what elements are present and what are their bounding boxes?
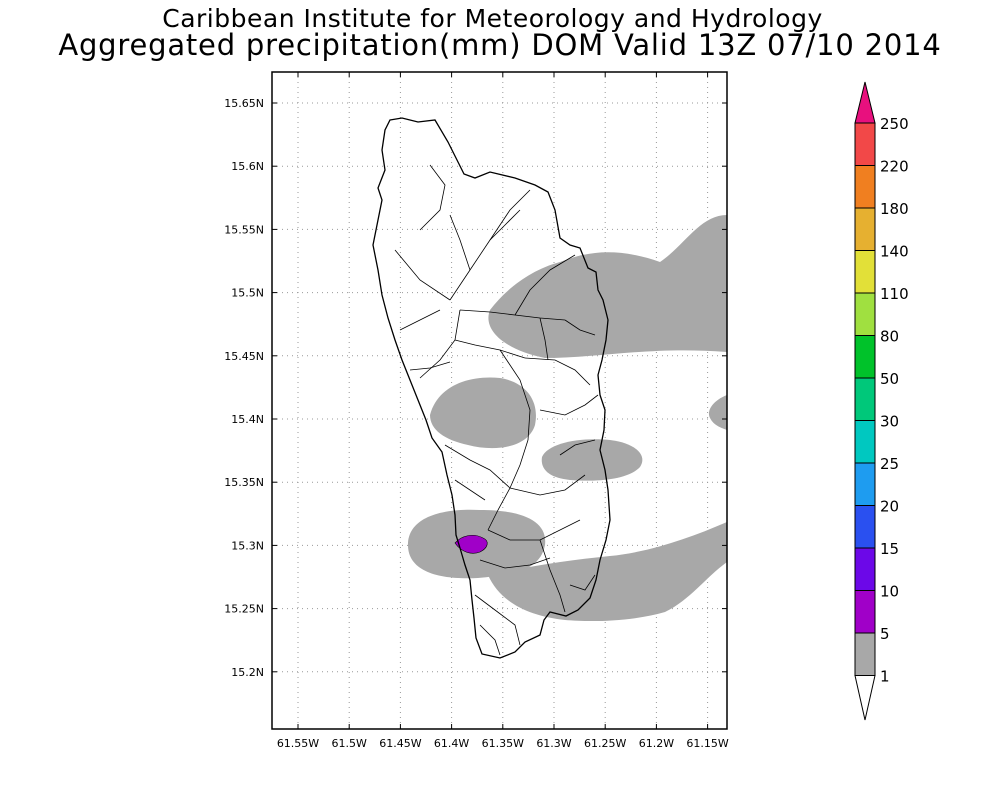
- colorbar-segment: [854, 505, 876, 549]
- lat-tick-label: 15.4N: [231, 413, 264, 426]
- precip-light-areas: [408, 215, 727, 622]
- lon-tick-label: 61.4W: [434, 737, 469, 750]
- colorbar-label: 30: [880, 413, 899, 431]
- lon-tick-label: 61.55W: [277, 737, 319, 750]
- colorbar-label: 50: [880, 370, 899, 388]
- longitude-axis: 61.55W 61.5W 61.45W 61.4W 61.35W 61.3W 61.25W 6…: [277, 72, 729, 750]
- colorbar-segment: [854, 122, 876, 166]
- colorbar-segment: [854, 292, 876, 336]
- colorbar-label: 250: [880, 115, 909, 133]
- lat-tick-label: 15.3N: [231, 539, 264, 552]
- lat-tick-label: 15.45N: [224, 350, 264, 363]
- lat-tick-label: 15.35N: [224, 476, 264, 489]
- lat-tick-label: 15.5N: [231, 287, 264, 300]
- colorbar-label: 20: [880, 498, 899, 516]
- lat-tick-label: 15.2N: [231, 666, 264, 679]
- colorbar-label: 15: [880, 540, 899, 558]
- colorbar-label: 80: [880, 328, 899, 346]
- colorbar-segment: [854, 250, 876, 294]
- colorbar-segment: [854, 377, 876, 421]
- colorbar-segment: [854, 420, 876, 464]
- colorbar-label: 140: [880, 243, 909, 261]
- lon-tick-label: 61.3W: [536, 737, 571, 750]
- island-outline: [372, 117, 611, 659]
- lon-tick-label: 61.15W: [686, 737, 728, 750]
- colorbar-label: 220: [880, 158, 909, 176]
- lat-tick-label: 15.55N: [224, 223, 264, 236]
- drainage-lines: [394, 164, 599, 656]
- lat-tick-label: 15.6N: [231, 160, 264, 173]
- colorbar-label: 25: [880, 455, 899, 473]
- colorbar-label: 10: [880, 583, 899, 601]
- precip-moderate-area: [454, 534, 488, 554]
- colorbar-segment: [854, 335, 876, 379]
- colorbar-segment: [854, 547, 876, 591]
- colorbar-segment: [854, 632, 876, 676]
- colorbar-segment: [854, 165, 876, 209]
- lon-tick-label: 61.5W: [332, 737, 367, 750]
- precipitation-colorbar: 250 220 180 140 110 80 50 30 25 20 15 10 5 1: [854, 81, 909, 721]
- lon-tick-label: 61.2W: [639, 737, 674, 750]
- lat-tick-label: 15.25N: [224, 603, 264, 616]
- colorbar-label: 110: [880, 285, 909, 303]
- colorbar-segment: [854, 207, 876, 251]
- colorbar-label: 5: [880, 625, 890, 643]
- chart-title-line1: Caribbean Institute for Meteorology and …: [162, 4, 823, 33]
- colorbar-label: 180: [880, 200, 909, 218]
- colorbar-segment: [854, 462, 876, 506]
- colorbar-label: 1: [880, 668, 890, 686]
- lon-tick-label: 61.45W: [379, 737, 421, 750]
- map-frame: [271, 71, 728, 730]
- colorbar-top-arrow: [854, 81, 876, 124]
- lon-tick-label: 61.35W: [482, 737, 524, 750]
- latitude-axis: 15.65N 15.6N 15.55N 15.5N 15.45N 15.4N 15.35N 1…: [224, 97, 727, 679]
- map-gridlines: [272, 72, 727, 729]
- colorbar-segment: [854, 590, 876, 634]
- chart-title-line2: Aggregated precipitation(mm) DOM Valid 1…: [58, 28, 942, 62]
- colorbar-bottom-arrow: [854, 675, 876, 721]
- lon-tick-label: 61.25W: [584, 737, 626, 750]
- lat-tick-label: 15.65N: [224, 97, 264, 110]
